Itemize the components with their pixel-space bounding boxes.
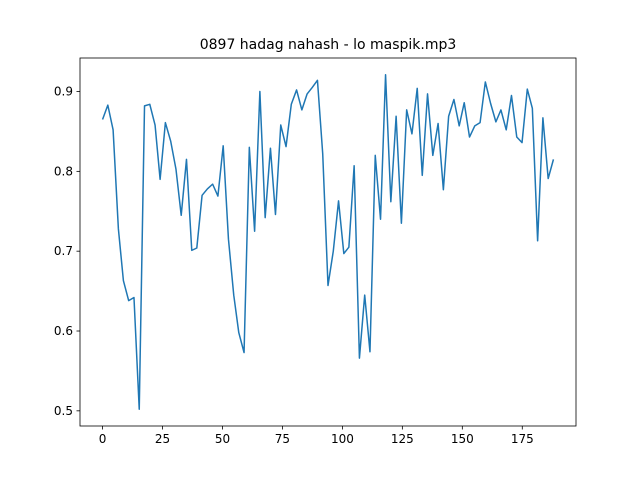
data-line: [101, 74, 555, 410]
x-tick-label: 125: [391, 432, 414, 446]
x-tick-label: 50: [215, 432, 230, 446]
y-tick-label: 0.7: [54, 244, 73, 258]
y-tick-label: 0.9: [54, 85, 73, 99]
y-tick-label: 0.6: [54, 324, 73, 338]
x-tick-label: 75: [275, 432, 290, 446]
y-tick-label: 0.5: [54, 404, 73, 418]
x-tick-label: 175: [511, 432, 534, 446]
chart-title: 0897 hadag nahash - lo maspik.mp3: [200, 37, 457, 53]
x-tick-label: 25: [155, 432, 170, 446]
x-tick-label: 100: [331, 432, 354, 446]
x-tick-label: 0: [99, 432, 107, 446]
plot-frame: [79, 57, 577, 427]
y-tick-label: 0.8: [54, 164, 73, 178]
x-tick-label: 150: [451, 432, 474, 446]
